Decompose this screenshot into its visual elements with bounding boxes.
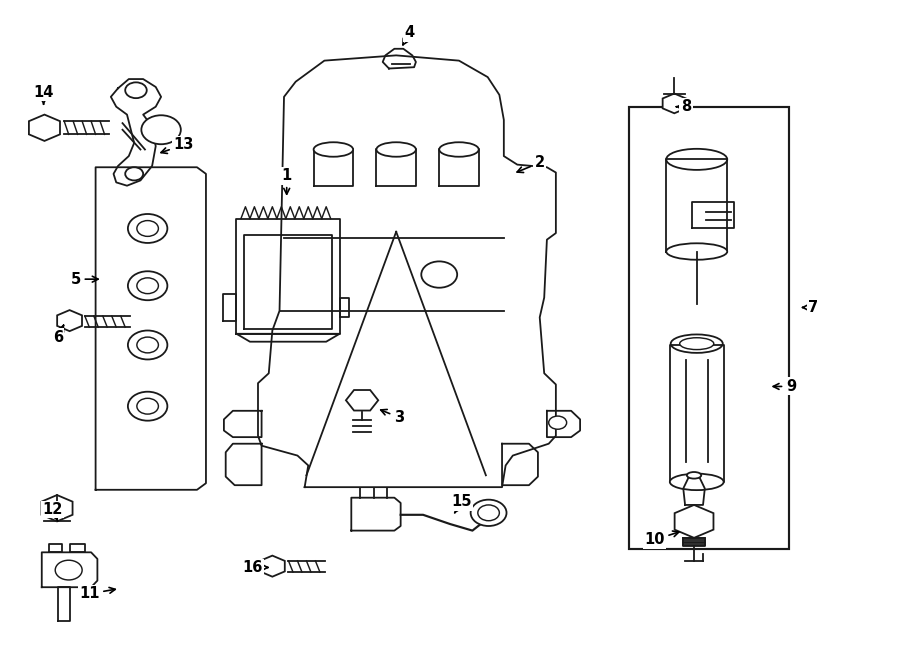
Polygon shape bbox=[70, 544, 85, 553]
Circle shape bbox=[128, 392, 167, 420]
Polygon shape bbox=[49, 544, 61, 553]
Text: 14: 14 bbox=[33, 85, 54, 104]
Polygon shape bbox=[666, 159, 727, 252]
Ellipse shape bbox=[670, 334, 723, 353]
Polygon shape bbox=[351, 498, 400, 531]
Circle shape bbox=[141, 115, 181, 144]
Text: 13: 13 bbox=[161, 137, 194, 153]
Ellipse shape bbox=[376, 142, 416, 157]
Polygon shape bbox=[382, 49, 416, 69]
Text: 16: 16 bbox=[242, 560, 268, 575]
Ellipse shape bbox=[439, 142, 479, 157]
Polygon shape bbox=[41, 553, 97, 587]
Text: 15: 15 bbox=[452, 494, 472, 513]
Ellipse shape bbox=[666, 149, 727, 170]
Text: 4: 4 bbox=[403, 26, 415, 45]
Circle shape bbox=[128, 271, 167, 300]
Circle shape bbox=[128, 214, 167, 243]
Polygon shape bbox=[224, 410, 262, 437]
Circle shape bbox=[549, 416, 567, 429]
Circle shape bbox=[125, 83, 147, 98]
Polygon shape bbox=[111, 79, 161, 186]
Polygon shape bbox=[670, 345, 724, 482]
Polygon shape bbox=[683, 538, 705, 547]
Circle shape bbox=[471, 500, 507, 526]
Text: 10: 10 bbox=[644, 531, 679, 547]
Polygon shape bbox=[58, 587, 70, 621]
Polygon shape bbox=[313, 149, 353, 186]
Ellipse shape bbox=[680, 338, 714, 350]
Text: 9: 9 bbox=[773, 379, 796, 394]
Circle shape bbox=[478, 505, 500, 521]
Polygon shape bbox=[258, 56, 556, 487]
Text: 3: 3 bbox=[381, 409, 404, 425]
Circle shape bbox=[421, 261, 457, 288]
Text: 8: 8 bbox=[677, 99, 691, 114]
Polygon shape bbox=[339, 297, 348, 317]
Text: 11: 11 bbox=[79, 586, 115, 602]
Bar bbox=[629, 106, 789, 549]
Polygon shape bbox=[692, 202, 734, 229]
Circle shape bbox=[55, 561, 82, 580]
Ellipse shape bbox=[687, 472, 701, 479]
Polygon shape bbox=[95, 167, 206, 490]
Polygon shape bbox=[439, 149, 479, 186]
Ellipse shape bbox=[313, 142, 353, 157]
Polygon shape bbox=[683, 477, 705, 505]
Polygon shape bbox=[223, 294, 237, 321]
Polygon shape bbox=[226, 444, 262, 485]
Polygon shape bbox=[502, 444, 538, 485]
Ellipse shape bbox=[670, 474, 724, 490]
Text: 1: 1 bbox=[282, 169, 292, 194]
Text: 5: 5 bbox=[71, 272, 98, 287]
Circle shape bbox=[128, 330, 167, 360]
Polygon shape bbox=[237, 219, 339, 334]
Text: 12: 12 bbox=[42, 502, 63, 521]
Polygon shape bbox=[547, 410, 580, 437]
Text: 7: 7 bbox=[803, 300, 818, 315]
Text: 2: 2 bbox=[518, 155, 544, 173]
Ellipse shape bbox=[666, 243, 727, 260]
Polygon shape bbox=[376, 149, 416, 186]
Text: 6: 6 bbox=[53, 325, 64, 344]
Circle shape bbox=[125, 167, 143, 180]
